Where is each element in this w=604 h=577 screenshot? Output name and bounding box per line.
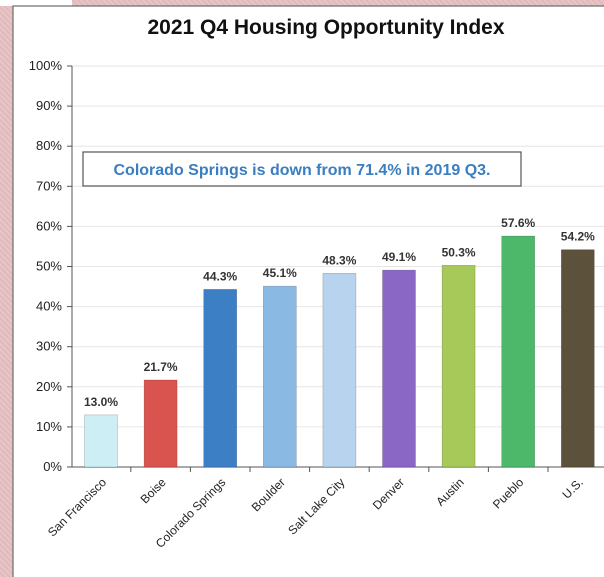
y-tick-label-30: 30% <box>36 339 62 354</box>
bars <box>84 235 595 468</box>
y-tick-label-80: 80% <box>36 138 62 153</box>
bar-boise <box>143 379 178 468</box>
data-label-austin: 50.3% <box>442 245 476 259</box>
annotation-frame <box>82 151 522 187</box>
bar-denver <box>382 269 416 468</box>
data-label-san-francisco: 13.0% <box>84 395 118 409</box>
y-tick-label-0: 0% <box>43 459 62 474</box>
annotation-text: Colorado Springs is down from 71.4% in 2… <box>114 162 491 179</box>
data-label-colorado-springs: 44.3% <box>203 269 237 283</box>
y-tick-label-70: 70% <box>36 178 62 193</box>
y-tick-label-10: 10% <box>36 419 62 434</box>
bar-pueblo <box>501 235 536 468</box>
y-tick-label-20: 20% <box>36 379 62 394</box>
y-tick-label-40: 40% <box>36 299 62 314</box>
y-tick-label-50: 50% <box>36 259 62 274</box>
data-label-pueblo: 57.6% <box>501 216 535 230</box>
data-label-denver: 49.1% <box>382 250 416 264</box>
bar-colorado-springs <box>203 289 237 468</box>
data-label-boise: 21.7% <box>144 360 178 374</box>
y-axis-ticks: 0% 10% 20% 30% 40% 50% 60% 70% 80% 90% 100% <box>29 58 72 474</box>
top-strip <box>0 0 72 6</box>
bar-boulder <box>262 285 297 468</box>
bar-salt-lake-city <box>322 273 357 468</box>
data-labels: 13.0% 21.7% 44.3% 45.1% 48.3% 49.1% 50.3% 57.6%… <box>84 216 595 409</box>
chart-title: 2021 Q4 Housing Opportunity Index <box>147 16 504 39</box>
bar-austin <box>441 264 476 468</box>
annotation-box: Colorado Springs is down from 71.4% in 2… <box>82 151 522 187</box>
y-tick-label-90: 90% <box>36 98 62 113</box>
data-label-boulder: 45.1% <box>263 266 297 280</box>
y-tick-label-100: 100% <box>29 58 63 73</box>
bar-san-francisco <box>84 414 118 468</box>
y-tick-label-60: 60% <box>36 218 62 233</box>
data-label-salt-lake-city: 48.3% <box>322 253 356 267</box>
bar-u-s <box>560 249 595 468</box>
data-label-u-s: 54.2% <box>561 230 595 244</box>
